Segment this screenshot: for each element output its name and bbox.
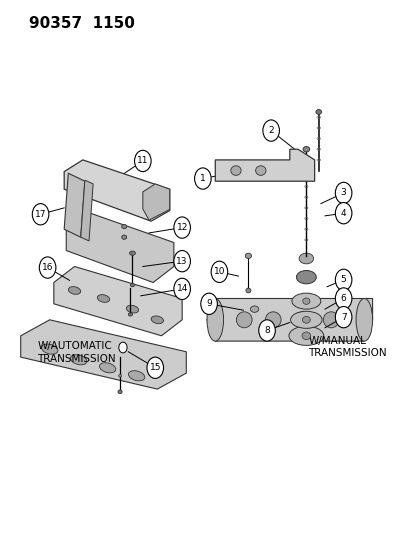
- Circle shape: [335, 203, 351, 224]
- Text: 11: 11: [137, 157, 148, 165]
- Text: 6: 6: [340, 294, 346, 303]
- Text: 1: 1: [199, 174, 205, 183]
- Ellipse shape: [70, 354, 87, 365]
- Ellipse shape: [68, 287, 81, 294]
- Ellipse shape: [245, 288, 250, 293]
- Text: 8: 8: [263, 326, 269, 335]
- Text: 13: 13: [176, 257, 188, 265]
- Ellipse shape: [301, 317, 310, 323]
- Ellipse shape: [296, 271, 316, 284]
- Ellipse shape: [294, 312, 309, 328]
- Ellipse shape: [118, 374, 121, 377]
- Circle shape: [335, 182, 351, 204]
- Ellipse shape: [255, 166, 266, 175]
- Text: W/AUTOMATIC
TRANSMISSION: W/AUTOMATIC TRANSMISSION: [37, 341, 116, 364]
- Circle shape: [335, 269, 351, 290]
- Polygon shape: [81, 180, 93, 241]
- Ellipse shape: [301, 332, 310, 340]
- Ellipse shape: [99, 362, 116, 373]
- Text: 5: 5: [340, 276, 346, 284]
- Text: 17: 17: [35, 210, 46, 219]
- Text: 2: 2: [268, 126, 273, 135]
- Ellipse shape: [129, 251, 135, 255]
- Ellipse shape: [298, 253, 313, 264]
- Text: 3: 3: [340, 189, 346, 197]
- Ellipse shape: [290, 311, 321, 328]
- Text: 7: 7: [340, 313, 346, 321]
- Circle shape: [262, 120, 279, 141]
- Ellipse shape: [250, 306, 258, 312]
- Circle shape: [147, 357, 163, 378]
- Text: W/MANUAL
TRANSMISSION: W/MANUAL TRANSMISSION: [308, 336, 386, 358]
- Polygon shape: [215, 149, 314, 181]
- Circle shape: [173, 251, 190, 272]
- Circle shape: [258, 320, 275, 341]
- Ellipse shape: [128, 370, 145, 381]
- Circle shape: [173, 217, 190, 238]
- Ellipse shape: [97, 295, 109, 302]
- Polygon shape: [64, 160, 169, 221]
- Ellipse shape: [236, 312, 252, 328]
- Ellipse shape: [323, 312, 338, 328]
- Circle shape: [335, 306, 351, 328]
- Ellipse shape: [151, 316, 163, 324]
- Ellipse shape: [302, 298, 309, 304]
- Circle shape: [211, 261, 227, 282]
- Ellipse shape: [118, 390, 122, 393]
- Ellipse shape: [41, 344, 58, 354]
- Ellipse shape: [244, 253, 251, 259]
- Ellipse shape: [291, 293, 320, 309]
- Ellipse shape: [315, 110, 321, 115]
- Circle shape: [119, 342, 127, 353]
- Polygon shape: [21, 320, 186, 389]
- Polygon shape: [64, 173, 85, 237]
- Circle shape: [173, 278, 190, 300]
- Text: 4: 4: [340, 209, 346, 217]
- Text: 10: 10: [213, 268, 225, 276]
- Polygon shape: [142, 184, 169, 220]
- Ellipse shape: [302, 147, 309, 152]
- Circle shape: [134, 150, 151, 172]
- Ellipse shape: [230, 166, 240, 175]
- Circle shape: [194, 168, 211, 189]
- Text: 90357  1150: 90357 1150: [29, 16, 135, 31]
- Ellipse shape: [128, 313, 132, 316]
- Ellipse shape: [206, 298, 223, 341]
- Circle shape: [39, 257, 56, 278]
- Polygon shape: [66, 211, 173, 282]
- Text: 12: 12: [176, 223, 188, 232]
- Ellipse shape: [265, 312, 280, 328]
- Polygon shape: [54, 266, 182, 336]
- Text: 16: 16: [42, 263, 53, 272]
- Ellipse shape: [130, 284, 134, 287]
- Ellipse shape: [355, 298, 372, 341]
- Text: 9: 9: [206, 300, 211, 308]
- Circle shape: [335, 288, 351, 309]
- Text: 14: 14: [176, 285, 188, 293]
- Ellipse shape: [121, 235, 126, 239]
- Ellipse shape: [126, 305, 138, 313]
- Text: 15: 15: [149, 364, 161, 372]
- Circle shape: [200, 293, 217, 314]
- Ellipse shape: [121, 224, 126, 229]
- Ellipse shape: [288, 326, 323, 345]
- Polygon shape: [206, 298, 372, 341]
- Circle shape: [32, 204, 49, 225]
